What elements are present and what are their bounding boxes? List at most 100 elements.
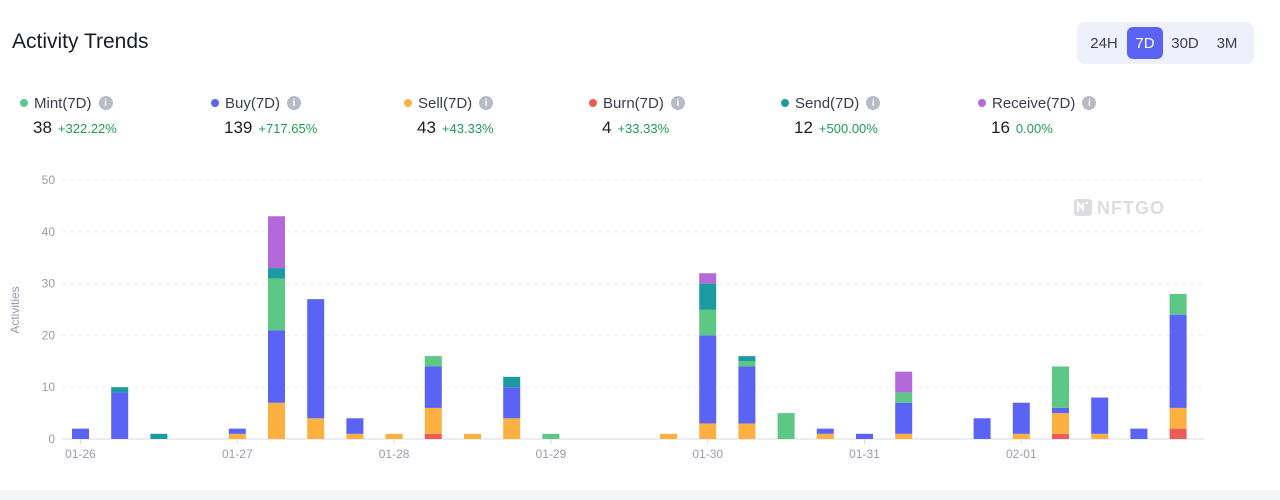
bar-segment-sell[interactable]	[385, 433, 403, 439]
stat-sell: Sell(7D) i 43 +43.33%	[404, 92, 494, 138]
stat-receive: Receive(7D) i 16 0.00%	[978, 92, 1097, 138]
stat-label: Sell(7D)	[418, 94, 473, 112]
bar-segment-mint[interactable]	[1052, 366, 1069, 408]
stat-burn: Burn(7D) i 4 +33.33%	[589, 92, 685, 138]
bar-segment-buy[interactable]	[1091, 397, 1109, 434]
bar-segment-send[interactable]	[738, 356, 756, 362]
stat-change: +43.33%	[441, 121, 494, 136]
bar-segment-buy[interactable]	[895, 402, 913, 434]
bar-segment-send[interactable]	[268, 268, 285, 279]
y-tick-label: 50	[42, 173, 56, 187]
y-tick-label: 0	[48, 432, 55, 446]
bar-segment-receive[interactable]	[895, 371, 913, 393]
bar-segment-sell[interactable]	[738, 423, 756, 439]
info-icon[interactable]: i	[287, 96, 302, 110]
bar-segment-burn[interactable]	[424, 433, 442, 439]
bar-segment-mint[interactable]	[1169, 293, 1187, 315]
stat-change: 0.00%	[1015, 121, 1053, 136]
burn-dot-icon	[589, 99, 597, 107]
bar-segment-mint[interactable]	[268, 278, 285, 331]
sell-dot-icon	[404, 99, 412, 107]
bar-segment-buy[interactable]	[424, 366, 442, 408]
bar-segment-send[interactable]	[111, 387, 129, 393]
bar-segment-sell[interactable]	[1091, 433, 1109, 439]
bar-segment-buy[interactable]	[228, 428, 246, 434]
x-tick-label: 01-28	[379, 447, 410, 461]
bar-segment-mint[interactable]	[738, 361, 756, 367]
bar-segment-buy[interactable]	[738, 366, 756, 424]
stat-send: Send(7D) i 12 +500.00%	[781, 92, 881, 138]
bar-segment-sell[interactable]	[307, 418, 325, 439]
y-tick-label: 40	[42, 225, 56, 239]
range-3m-button[interactable]: 3M	[1216, 34, 1238, 52]
bar-segment-sell[interactable]	[699, 423, 717, 439]
bar-segment-burn[interactable]	[1052, 433, 1069, 439]
bar-segment-sell[interactable]	[660, 433, 677, 439]
bar-segment-buy[interactable]	[1130, 428, 1148, 439]
bar-segment-send[interactable]	[503, 376, 521, 388]
bar-segment-sell[interactable]	[268, 402, 285, 439]
bar-segment-buy[interactable]	[307, 299, 325, 419]
bar-segment-receive[interactable]	[699, 273, 717, 284]
bar-segment-buy[interactable]	[699, 335, 717, 424]
info-icon[interactable]: i	[98, 96, 113, 110]
stat-value: 12	[794, 118, 813, 137]
bar-segment-buy[interactable]	[503, 387, 521, 419]
stat-value: 38	[33, 118, 52, 137]
stat-label: Send(7D)	[795, 94, 860, 112]
bar-segment-buy[interactable]	[973, 418, 991, 439]
info-icon[interactable]: i	[866, 96, 881, 110]
time-range-selector: 24H 7D 30D 3M	[1077, 22, 1254, 64]
y-axis: 0 10 20 30 40 50	[42, 173, 56, 446]
x-tick-label: 01-31	[849, 447, 880, 461]
stat-change: +500.00%	[818, 121, 878, 136]
stat-buy: Buy(7D) i 139 +717.65%	[211, 92, 317, 138]
bar-segment-buy[interactable]	[1169, 314, 1187, 408]
bar-segment-sell[interactable]	[895, 433, 913, 439]
bar-segment-sell[interactable]	[1012, 433, 1030, 439]
chart-grid	[62, 179, 1204, 440]
range-30d-button[interactable]: 30D	[1171, 34, 1199, 52]
bar-segment-mint[interactable]	[699, 309, 717, 336]
bar-segment-sell[interactable]	[464, 433, 481, 439]
bar-segment-receive[interactable]	[268, 216, 285, 269]
bar-segment-buy[interactable]	[346, 418, 364, 434]
bar-segment-burn[interactable]	[1169, 428, 1187, 439]
bar-segment-mint[interactable]	[542, 433, 560, 439]
bar-segment-buy[interactable]	[1052, 407, 1069, 414]
stat-change: +717.65%	[258, 121, 318, 136]
bar-segment-sell[interactable]	[816, 433, 834, 439]
bar-segment-send[interactable]	[699, 283, 717, 310]
stat-label: Burn(7D)	[603, 94, 664, 112]
bar-segment-buy[interactable]	[72, 428, 89, 439]
page-title: Activity Trends	[12, 30, 149, 53]
bar-segment-mint[interactable]	[895, 392, 913, 403]
x-axis: 01-26 01-27 01-28 01-29 01-30 01-31 02-01	[65, 439, 1037, 461]
bar-segment-buy[interactable]	[856, 433, 873, 439]
range-24h-button[interactable]: 24H	[1090, 34, 1118, 52]
bar-segment-buy[interactable]	[111, 392, 129, 439]
y-tick-label: 30	[42, 277, 56, 291]
info-icon[interactable]: i	[479, 96, 494, 110]
bar-segment-buy[interactable]	[1012, 402, 1030, 434]
info-icon[interactable]: i	[670, 96, 685, 110]
bar-segment-sell[interactable]	[346, 433, 364, 439]
stat-label: Receive(7D)	[992, 94, 1076, 112]
range-7d-button[interactable]: 7D	[1127, 27, 1163, 59]
bar-segment-mint[interactable]	[777, 413, 795, 439]
bar-segment-sell[interactable]	[424, 407, 442, 434]
nftgo-watermark: NFTGO	[1074, 198, 1164, 218]
bar-segment-sell[interactable]	[1169, 407, 1187, 429]
bar-series	[72, 216, 1187, 439]
bar-segment-send[interactable]	[150, 433, 168, 439]
bar-segment-sell[interactable]	[1052, 413, 1069, 434]
receive-dot-icon	[978, 99, 986, 107]
x-tick-label: 01-27	[222, 447, 253, 461]
bar-segment-buy[interactable]	[816, 428, 834, 434]
bar-segment-sell[interactable]	[503, 418, 521, 439]
bar-segment-sell[interactable]	[228, 433, 246, 439]
bar-segment-mint[interactable]	[424, 356, 442, 367]
info-icon[interactable]: i	[1082, 96, 1097, 110]
bar-segment-buy[interactable]	[268, 330, 285, 403]
